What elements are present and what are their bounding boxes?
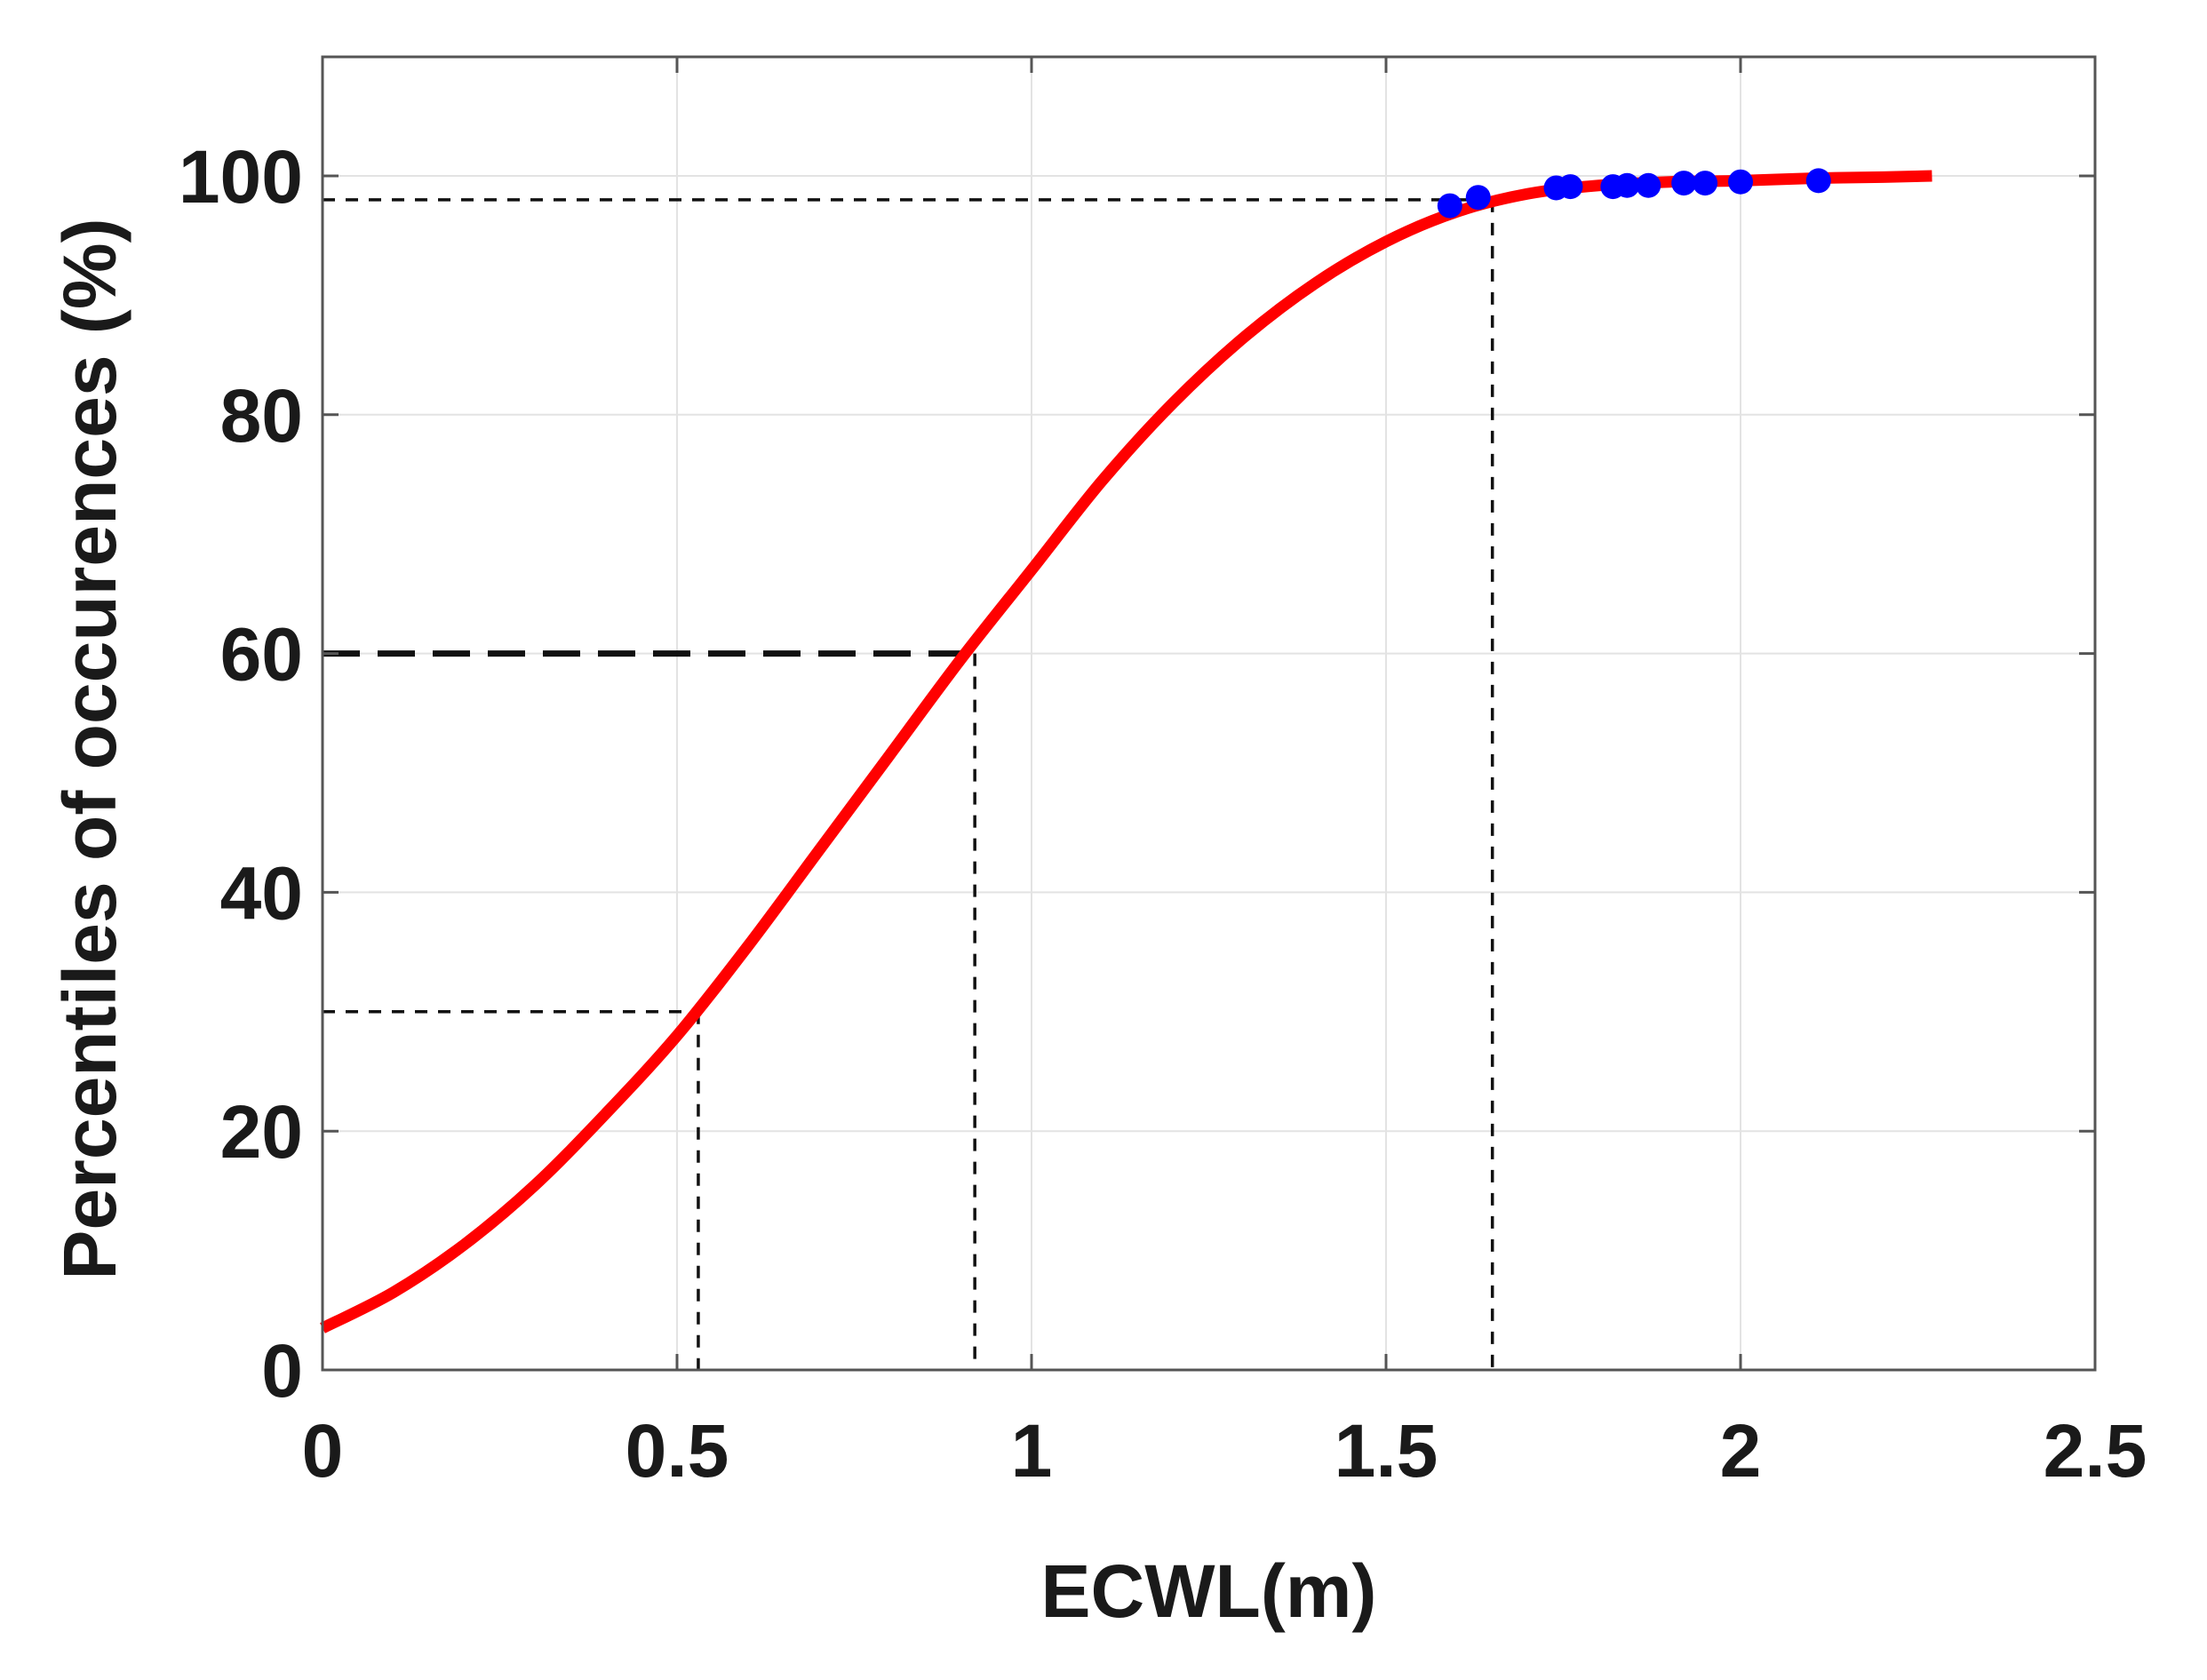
data-point bbox=[1465, 185, 1491, 211]
plot-frame bbox=[321, 55, 2097, 1372]
data-point bbox=[1437, 193, 1462, 219]
y-tick-label: 40 bbox=[220, 851, 303, 935]
reference-lines bbox=[323, 198, 1494, 1370]
y-tick-label: 80 bbox=[220, 374, 303, 458]
series bbox=[320, 168, 1932, 1334]
data-point bbox=[1693, 171, 1718, 196]
x-axis-label: ECWL(m) bbox=[1041, 1549, 1377, 1633]
y-tick-label: 60 bbox=[220, 613, 303, 697]
x-axis-ticks: 0 0.5 1 1.5 2 2.5 bbox=[302, 57, 2147, 1493]
data-point bbox=[1728, 169, 1753, 195]
x-tick-label: 1 bbox=[1011, 1409, 1053, 1493]
y-tick-label: 100 bbox=[179, 135, 303, 219]
y-axis-ticks: 0 20 40 60 80 100 bbox=[179, 135, 2095, 1413]
x-tick-label: 2.5 bbox=[2044, 1409, 2147, 1493]
x-tick-label: 1.5 bbox=[1335, 1409, 1438, 1493]
data-point bbox=[1558, 174, 1583, 200]
y-tick-label: 0 bbox=[261, 1329, 303, 1413]
x-tick-label: 0 bbox=[302, 1409, 344, 1493]
x-tick-label: 2 bbox=[1720, 1409, 1762, 1493]
data-point bbox=[1614, 172, 1640, 198]
grid bbox=[322, 57, 2096, 1371]
y-axis-label: Percentiles of occurences (%) bbox=[48, 218, 131, 1279]
x-tick-label: 0.5 bbox=[625, 1409, 729, 1493]
data-point bbox=[1636, 172, 1661, 198]
data-point bbox=[1671, 171, 1697, 196]
data-point bbox=[1805, 168, 1831, 194]
y-tick-label: 20 bbox=[220, 1090, 303, 1174]
